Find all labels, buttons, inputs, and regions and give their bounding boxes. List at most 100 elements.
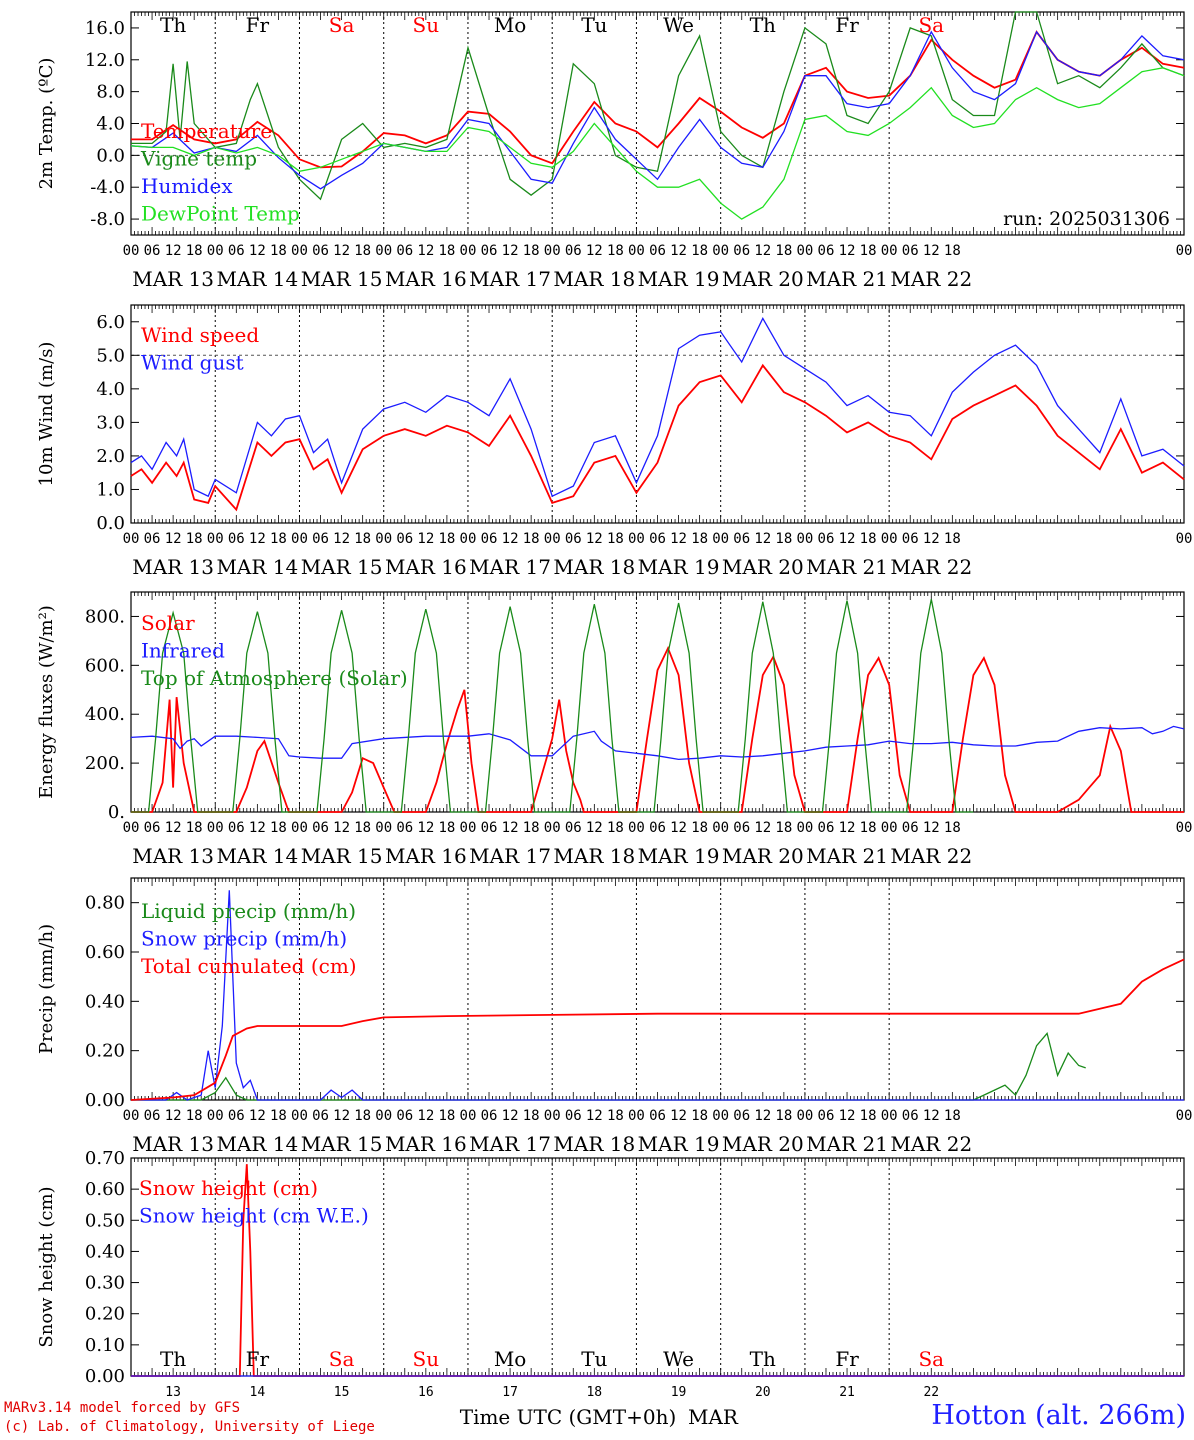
date-label: MAR 22 xyxy=(890,555,972,579)
hour-tick-label: 00 xyxy=(460,820,477,836)
hour-tick-label: 06 xyxy=(649,1108,666,1124)
hour-tick-label: 12 xyxy=(502,531,519,547)
hour-tick-label: 18 xyxy=(186,243,203,259)
y-tick-label: 0.40 xyxy=(85,1241,125,1262)
y-tick-label: -8.0 xyxy=(90,209,125,230)
hour-tick-label: 06 xyxy=(144,531,161,547)
hour-tick-label: 06 xyxy=(312,1108,329,1124)
date-label: MAR 14 xyxy=(216,555,298,579)
hour-tick-label: 12 xyxy=(670,243,687,259)
hour-tick-label: 00 xyxy=(628,820,645,836)
hour-tick-label: 18 xyxy=(860,243,877,259)
y-tick-label: 0.10 xyxy=(85,1335,125,1356)
hour-tick-label: 12 xyxy=(502,820,519,836)
hour-tick-label: 18 xyxy=(944,1108,961,1124)
hour-tick-label: 18 xyxy=(607,820,624,836)
weekday-label: Sa xyxy=(329,1347,355,1371)
legend-entry: Snow height (cm W.E.) xyxy=(139,1204,369,1228)
hour-tick-label: 18 xyxy=(860,531,877,547)
y-tick-label: 0.0 xyxy=(96,145,125,166)
y-tick-label: 0.20 xyxy=(85,1041,125,1062)
hour-tick-label: 06 xyxy=(649,243,666,259)
hour-tick-label: 18 xyxy=(438,820,455,836)
hour-tick-label: 18 xyxy=(186,820,203,836)
hour-tick-label: 12 xyxy=(249,531,266,547)
date-label: MAR 15 xyxy=(301,555,383,579)
date-label: MAR 18 xyxy=(553,267,635,291)
hour-tick-label: 18 xyxy=(523,1108,540,1124)
hour-tick-label: 06 xyxy=(481,1108,498,1124)
hour-tick-label: 00 xyxy=(544,243,561,259)
hour-tick-label: 00 xyxy=(544,1108,561,1124)
date-label: MAR 17 xyxy=(469,1132,551,1156)
weekday-label: We xyxy=(663,13,694,37)
hour-tick-label: 00 xyxy=(881,243,898,259)
hour-tick-label: 12 xyxy=(923,243,940,259)
hour-tick-label: 00 xyxy=(460,243,477,259)
weekday-label: We xyxy=(663,1347,694,1371)
hour-tick-label: 12 xyxy=(670,531,687,547)
legend-entry: Wind speed xyxy=(141,323,259,347)
hour-tick-label: 06 xyxy=(733,531,750,547)
hour-tick-label: 06 xyxy=(565,820,582,836)
hour-tick-label: 12 xyxy=(923,820,940,836)
hour-tick-label: 06 xyxy=(818,820,835,836)
y-tick-label: 0.30 xyxy=(85,1273,125,1294)
hour-tick-label: 12 xyxy=(333,243,350,259)
hour-tick-label: 12 xyxy=(670,1108,687,1124)
hour-tick-label: 06 xyxy=(481,820,498,836)
hour-tick-label: 06 xyxy=(312,820,329,836)
day-number-label: 17 xyxy=(502,1385,518,1400)
hour-tick-label: 00 xyxy=(291,1108,308,1124)
hour-tick-label: 00 xyxy=(123,243,140,259)
y-axis-label: Snow height (cm) xyxy=(36,1186,57,1347)
date-label: MAR 19 xyxy=(638,267,720,291)
hour-tick-label: 00 xyxy=(881,1108,898,1124)
hour-tick-label: 18 xyxy=(270,820,287,836)
weekday-label: Tu xyxy=(581,1347,607,1371)
weekday-label: Sa xyxy=(918,1347,944,1371)
hour-tick-label: 00 xyxy=(460,531,477,547)
date-label: MAR 13 xyxy=(132,844,214,868)
day-number-label: 20 xyxy=(755,1385,771,1400)
hour-tick-label: 00 xyxy=(123,531,140,547)
weekday-label: Th xyxy=(750,1347,776,1371)
hour-tick-label: 00 xyxy=(628,1108,645,1124)
hour-tick-label: 12 xyxy=(586,820,603,836)
hour-tick-label: 12 xyxy=(754,531,771,547)
weekday-label: Th xyxy=(160,13,186,37)
hour-tick-label: 12 xyxy=(502,243,519,259)
hour-tick-label: 00 xyxy=(1176,531,1193,547)
series-line-wind-gust xyxy=(130,317,1185,498)
date-label: MAR 16 xyxy=(385,555,467,579)
weekday-label: Fr xyxy=(835,1347,859,1371)
hour-tick-label: 12 xyxy=(586,243,603,259)
weekday-label: Th xyxy=(750,13,776,37)
date-label: MAR 17 xyxy=(469,844,551,868)
hour-tick-label: 18 xyxy=(944,243,961,259)
hour-tick-label: 12 xyxy=(417,820,434,836)
weekday-label: Su xyxy=(413,1347,440,1371)
y-tick-label: 4.0 xyxy=(96,114,125,135)
y-tick-label: 0.60 xyxy=(85,1179,125,1200)
y-tick-label: 600. xyxy=(85,655,125,676)
y-tick-label: 0.60 xyxy=(85,942,125,963)
series-line-vigne-temp xyxy=(131,11,1185,201)
panel-temp xyxy=(130,11,1185,236)
hour-tick-label: 18 xyxy=(523,243,540,259)
date-label: MAR 21 xyxy=(806,267,888,291)
hour-tick-label: 12 xyxy=(839,1108,856,1124)
y-tick-label: 4.0 xyxy=(96,379,125,400)
hour-tick-label: 00 xyxy=(881,531,898,547)
hour-tick-label: 18 xyxy=(607,243,624,259)
y-axis-label: 10m Wind (m/s) xyxy=(36,342,57,487)
hour-tick-label: 18 xyxy=(691,820,708,836)
hour-tick-label: 06 xyxy=(733,243,750,259)
hour-tick-label: 06 xyxy=(481,531,498,547)
day-number-label: 15 xyxy=(334,1385,350,1400)
hour-tick-label: 00 xyxy=(207,1108,224,1124)
hour-tick-label: 06 xyxy=(818,1108,835,1124)
y-tick-label: 6.0 xyxy=(96,312,125,333)
legend-entry: Humidex xyxy=(141,174,233,198)
day-number-label: 16 xyxy=(418,1385,434,1400)
